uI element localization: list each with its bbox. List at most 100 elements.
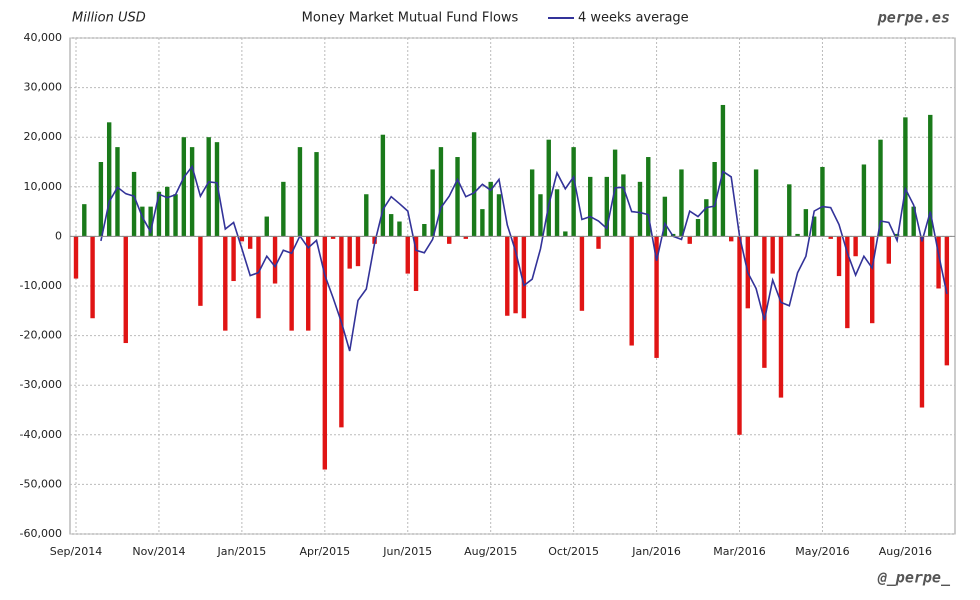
bar	[903, 117, 908, 237]
bar	[588, 176, 593, 237]
chart-title: Money Market Mutual Fund Flows	[302, 11, 519, 26]
bar	[413, 236, 419, 291]
bar	[911, 206, 916, 237]
bar	[438, 147, 444, 237]
x-tick-label: Sep/2014	[50, 545, 102, 558]
y-tick-label: -60,000	[20, 527, 62, 540]
x-tick-label: Nov/2014	[132, 545, 185, 558]
bar	[546, 139, 551, 237]
bar	[646, 157, 651, 237]
y-tick-label: -10,000	[20, 279, 62, 292]
bar	[521, 236, 527, 319]
x-tick-label: Oct/2015	[548, 545, 599, 558]
bar	[687, 236, 692, 244]
bar	[422, 224, 427, 237]
y-tick-label: -20,000	[20, 329, 62, 342]
bar	[496, 194, 502, 237]
bar	[579, 236, 585, 311]
bar	[762, 236, 767, 368]
x-tick-label: Jun/2015	[382, 545, 432, 558]
bar	[306, 236, 311, 331]
bar	[272, 236, 278, 284]
bar	[198, 236, 203, 306]
bar	[397, 221, 402, 237]
bar	[239, 236, 245, 242]
bar	[455, 157, 460, 237]
bar	[803, 209, 809, 237]
bar	[919, 236, 925, 408]
bar	[845, 236, 850, 329]
bar	[256, 236, 261, 319]
bar	[795, 233, 800, 237]
bar	[662, 196, 668, 237]
bar	[380, 134, 386, 237]
bar	[165, 186, 170, 237]
bar	[289, 236, 294, 331]
line	[100, 164, 948, 352]
x-tick-label: Aug/2016	[879, 545, 932, 558]
bar	[430, 169, 435, 237]
bar	[471, 132, 477, 237]
x-tick-label: Jan/2016	[631, 545, 681, 558]
legend-label: 4 weeks average	[578, 11, 689, 26]
bar	[247, 236, 253, 249]
source: perpe.es	[877, 9, 950, 27]
bar	[820, 166, 825, 237]
x-tick-label: Mar/2016	[713, 545, 765, 558]
bar	[571, 147, 576, 237]
bar	[488, 181, 493, 237]
y-tick-label: 30,000	[24, 81, 63, 94]
bar	[189, 147, 195, 237]
bar	[729, 236, 734, 242]
bar	[712, 162, 717, 237]
bar	[447, 236, 452, 244]
bar	[604, 176, 610, 237]
bar	[223, 236, 228, 331]
credit: @_perpe_	[877, 569, 951, 587]
bar	[529, 169, 535, 237]
bar	[554, 189, 560, 237]
bar	[505, 236, 510, 316]
bar	[737, 236, 742, 435]
bar	[123, 236, 128, 344]
bar	[637, 181, 643, 237]
bar	[264, 216, 269, 237]
bar	[563, 231, 568, 237]
bar	[140, 206, 145, 237]
bar	[828, 236, 833, 239]
x-tick-label: May/2016	[795, 545, 849, 558]
y-tick-label: 10,000	[24, 180, 63, 193]
y-tick-label: -50,000	[20, 477, 62, 490]
y-tick-label: 20,000	[24, 130, 63, 143]
bar	[629, 236, 634, 346]
x-tick-label: Aug/2015	[464, 545, 517, 558]
bar	[73, 236, 79, 279]
bar	[480, 209, 485, 237]
bar	[787, 184, 792, 237]
bar	[98, 162, 104, 237]
bar	[861, 164, 867, 237]
bar	[355, 236, 361, 267]
bar	[330, 236, 336, 239]
bar	[811, 216, 817, 237]
bar	[695, 219, 701, 237]
bar	[347, 236, 352, 269]
bar	[82, 204, 87, 237]
bar	[148, 206, 153, 237]
bar	[944, 236, 950, 366]
bar	[654, 236, 659, 358]
x-tick-label: Jan/2015	[217, 545, 267, 558]
bar	[679, 169, 684, 237]
bar	[206, 137, 211, 237]
y-tick-label: -30,000	[20, 378, 62, 391]
bar	[928, 114, 933, 237]
bar	[870, 236, 875, 324]
bar	[612, 149, 618, 237]
bar	[596, 236, 601, 249]
x-tick-label: Apr/2015	[299, 545, 350, 558]
bar	[886, 236, 891, 264]
bar	[836, 236, 842, 277]
bar	[131, 171, 137, 237]
